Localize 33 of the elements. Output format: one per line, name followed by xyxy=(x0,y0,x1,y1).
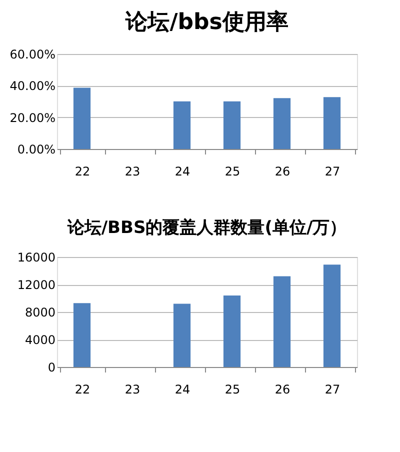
x-tick-label: 27 xyxy=(324,164,340,178)
y-tick-label: 8000 xyxy=(24,306,56,320)
x-tick-label: 26 xyxy=(274,382,290,396)
bar xyxy=(73,88,91,149)
x-tick-label: 23 xyxy=(124,164,140,178)
bar xyxy=(173,101,191,149)
x-tick-label: 24 xyxy=(174,382,190,396)
x-tick-label: 24 xyxy=(174,164,190,178)
y-tick-label: 0.00% xyxy=(17,142,56,156)
y-tick-label: 4000 xyxy=(24,333,56,347)
bar xyxy=(323,97,341,149)
y-tick-label: 12000 xyxy=(17,278,56,292)
y-tick-label: 0 xyxy=(48,360,56,374)
y-tick-label: 20.00% xyxy=(10,110,56,125)
bar xyxy=(223,296,241,367)
bar xyxy=(173,304,191,367)
bar xyxy=(273,276,291,367)
y-tick-label: 60.00% xyxy=(10,48,56,62)
x-tick-label: 25 xyxy=(224,382,240,396)
x-tick-label: 23 xyxy=(124,382,140,396)
chart-title: 论坛/BBS的覆盖人群数量(单位/万） xyxy=(66,217,347,238)
x-tick-label: 25 xyxy=(224,164,240,178)
y-tick-label: 40.00% xyxy=(10,79,56,94)
x-tick-label: 22 xyxy=(74,382,90,396)
x-tick-label: 26 xyxy=(274,164,290,178)
bar xyxy=(73,303,91,367)
y-tick-label: 16000 xyxy=(17,250,56,264)
bar xyxy=(323,264,341,367)
bar xyxy=(273,98,291,149)
x-tick-label: 22 xyxy=(74,164,90,178)
bar xyxy=(223,101,241,149)
chart-title: 论坛/bbs使用率 xyxy=(124,9,288,35)
x-tick-label: 27 xyxy=(324,382,340,396)
